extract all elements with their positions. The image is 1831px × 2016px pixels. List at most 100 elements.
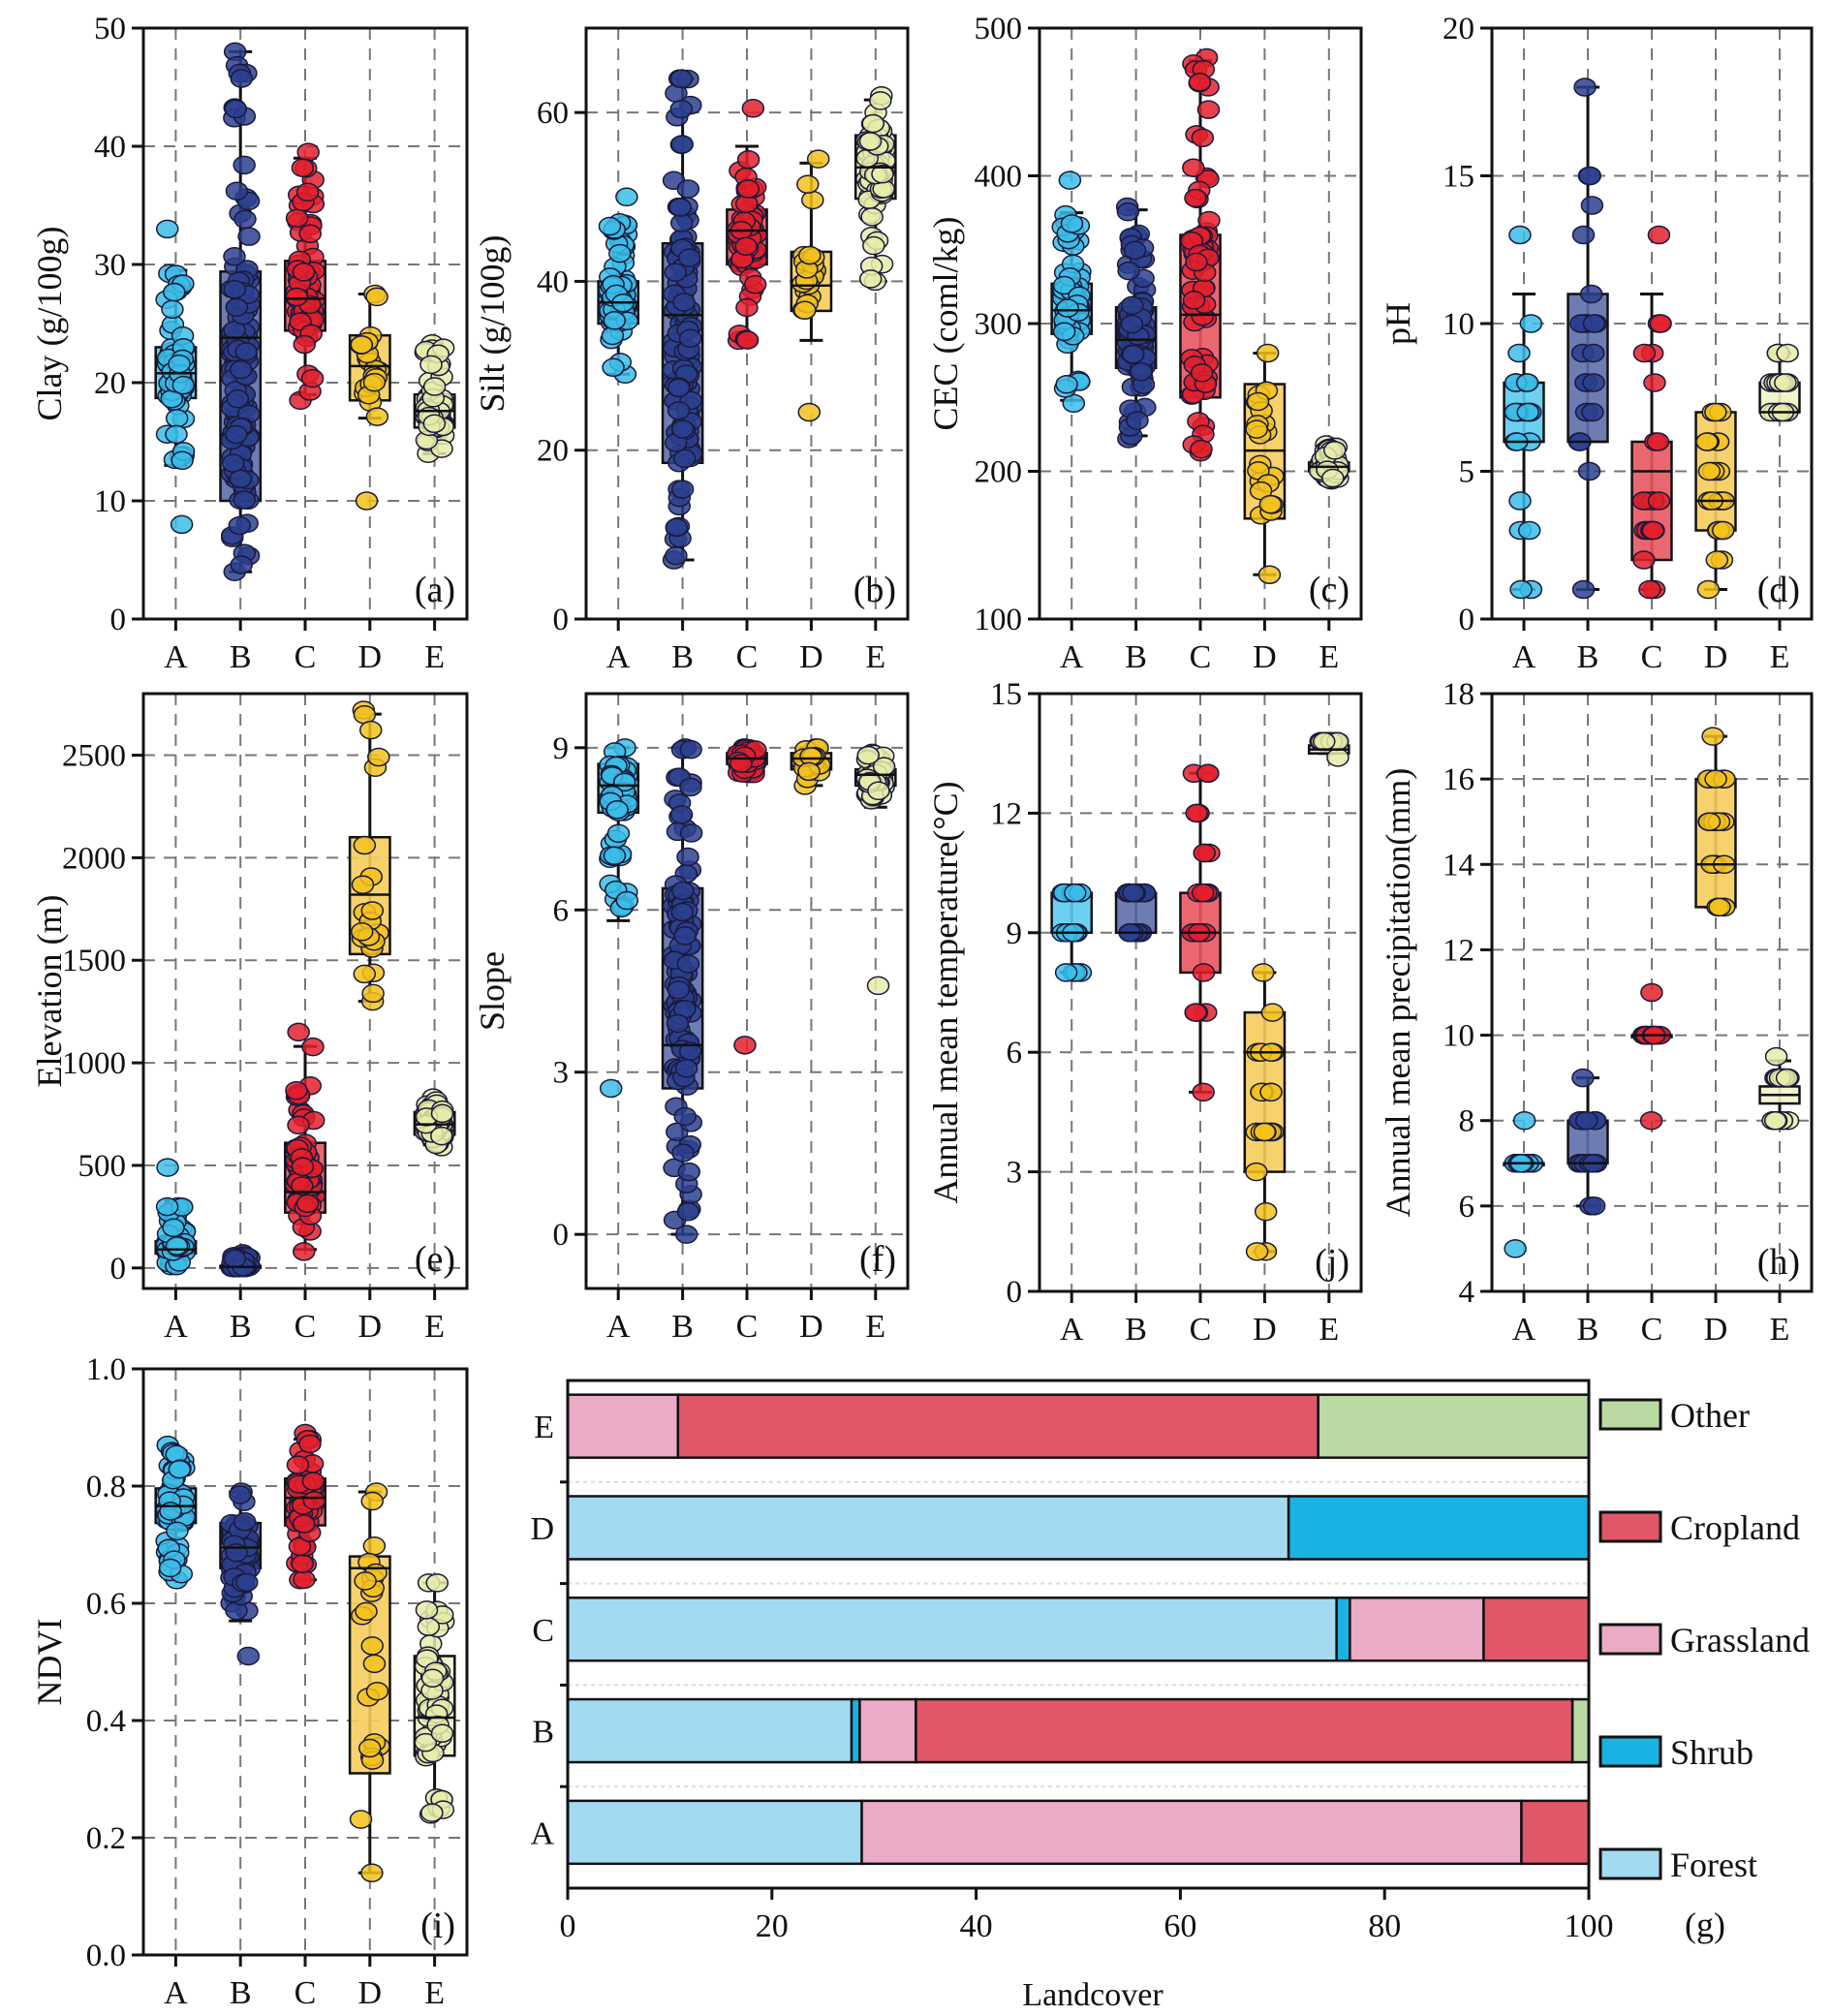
data-point — [1058, 171, 1082, 190]
panel-i: 0.0 0.2 0.4 0.6 0.8 1.0 A B C D E NDVI (i) — [30, 1352, 469, 2011]
data-point — [1509, 579, 1533, 600]
y-tick-label: 200 — [975, 455, 1023, 490]
box-group-C — [726, 738, 768, 1055]
y-tick-label: 0 — [110, 603, 127, 637]
data-point — [679, 739, 702, 760]
x-tick-label: E — [865, 639, 885, 675]
data-point — [670, 881, 695, 901]
legend-label: Shrub — [1670, 1733, 1753, 1772]
data-point — [298, 1434, 322, 1454]
data-point — [1504, 1239, 1527, 1258]
box-group-C — [1630, 982, 1673, 1131]
box-group-D — [1243, 963, 1287, 1261]
data-point — [223, 279, 247, 299]
data-point — [1322, 441, 1347, 460]
data-point — [608, 243, 632, 264]
y-axis-label: Elevation (m) — [30, 895, 69, 1088]
x-tick-label: A — [1512, 1312, 1536, 1348]
data-point — [361, 983, 385, 1004]
data-point — [666, 1013, 690, 1034]
box-group-E — [413, 1088, 456, 1157]
data-point — [733, 1036, 757, 1055]
data-point — [293, 1514, 316, 1534]
box-group-C — [1630, 225, 1673, 600]
box-group-A — [1050, 883, 1094, 982]
x-tick-label: D — [358, 1975, 383, 2011]
bar-segment-forest-D — [566, 1495, 1290, 1561]
data-point — [1508, 491, 1532, 511]
data-point — [672, 293, 696, 312]
data-point — [1695, 432, 1719, 451]
box-group-B — [661, 69, 704, 570]
data-point — [355, 1601, 378, 1622]
y-tick-label: 20 — [537, 434, 569, 469]
bar-segment-other-E — [1317, 1393, 1591, 1459]
data-point — [605, 800, 629, 820]
data-point — [365, 1681, 389, 1701]
data-point — [1126, 411, 1149, 430]
bar-segment-forest-B — [566, 1697, 853, 1764]
bar-segment-grassland-E — [566, 1393, 680, 1459]
x-tick-label: B — [1125, 1312, 1147, 1348]
legend-swatch — [1598, 1398, 1662, 1431]
bar-segment-grassland-A — [860, 1799, 1523, 1866]
data-point — [168, 354, 191, 374]
y-tick-label: 6 — [1459, 1190, 1475, 1225]
data-point — [365, 407, 389, 426]
y-tick-label: 40 — [537, 264, 569, 299]
x-tick-label: A — [164, 639, 188, 675]
box-group-A — [154, 1435, 198, 1590]
y-tick-label: 14 — [1443, 848, 1474, 883]
data-point — [871, 164, 894, 184]
panel-label: (f) — [859, 1239, 896, 1280]
x-tick-label: B — [230, 639, 252, 675]
box-group-D — [790, 738, 833, 795]
y-tick-label: 10 — [94, 484, 126, 519]
data-point — [430, 1126, 453, 1146]
x-tick-label: A — [606, 1309, 631, 1345]
box-group-E — [853, 85, 897, 292]
y-tick-label: 0 — [1007, 1275, 1023, 1310]
data-point — [1192, 1082, 1215, 1102]
data-point — [860, 207, 884, 227]
data-point — [230, 359, 253, 380]
panel-label: (i) — [420, 1906, 455, 1946]
x-tick-label: D — [358, 639, 383, 675]
data-point — [1708, 897, 1731, 917]
data-point — [229, 469, 253, 489]
data-point — [362, 1536, 387, 1556]
x-tick-label: E — [424, 1975, 445, 2011]
panel-label: (g) — [1685, 1906, 1725, 1944]
panel-c: 100 200 300 400 500 A B C D E CEC (coml/kg) (c) — [926, 12, 1363, 675]
data-point — [223, 247, 246, 266]
data-point — [1052, 275, 1076, 295]
data-point — [230, 555, 253, 574]
data-point — [796, 174, 820, 195]
data-point — [285, 208, 309, 228]
box-group-E — [1758, 343, 1801, 422]
panel-b: 0 20 40 60 A B C D E Silt (g/100g) (b) — [473, 26, 910, 675]
x-tick-label: E — [1319, 1312, 1339, 1348]
data-point — [353, 835, 377, 855]
data-point — [743, 274, 767, 295]
data-point — [797, 761, 821, 782]
y-tick-label: 12 — [1443, 933, 1474, 968]
data-point — [1776, 343, 1799, 363]
data-point — [1580, 196, 1604, 215]
data-point — [285, 287, 309, 307]
data-point — [602, 357, 625, 378]
data-point — [1571, 225, 1596, 245]
y-axis-label: Clay (g/100g) — [30, 227, 69, 421]
data-point — [1245, 1242, 1269, 1261]
data-point — [1516, 402, 1539, 422]
data-point — [291, 1176, 314, 1195]
bar-segment-other-B — [1570, 1697, 1591, 1764]
panel-f: 0 3 6 9 A B C D E Slope (f) — [473, 692, 910, 1345]
y-tick-label: 10 — [1443, 1019, 1474, 1054]
box-group-B — [219, 1482, 263, 1666]
data-point — [287, 1022, 310, 1042]
y-tick-label: D — [530, 1511, 554, 1547]
box-group-B — [219, 42, 263, 581]
data-point — [291, 158, 315, 177]
data-point — [736, 179, 760, 199]
